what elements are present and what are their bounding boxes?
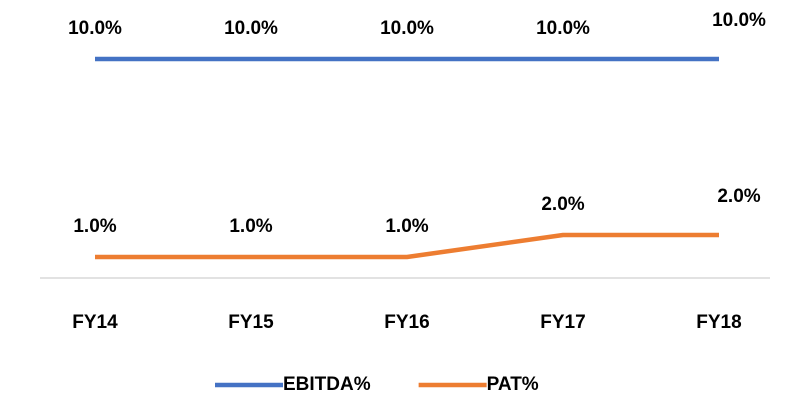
data-label: 10.0% — [712, 10, 766, 31]
data-label: 10.0% — [224, 18, 278, 39]
data-label: 1.0% — [385, 216, 428, 237]
data-label: 1.0% — [73, 216, 116, 237]
series-line — [95, 232, 719, 260]
data-label: 10.0% — [68, 18, 122, 39]
x-tick-label: FY18 — [696, 312, 741, 333]
x-tick-label: FY14 — [72, 312, 118, 333]
data-label: 2.0% — [541, 194, 584, 215]
legend-label: PAT% — [487, 374, 539, 395]
legend-label: EBITDA% — [283, 374, 371, 395]
data-label: 10.0% — [380, 18, 434, 39]
x-tick-label: FY15 — [228, 312, 274, 333]
x-tick-label: FY16 — [384, 312, 429, 333]
x-tick-label: FY17 — [540, 312, 585, 333]
data-label: 2.0% — [717, 186, 760, 207]
data-label: 10.0% — [536, 18, 590, 39]
data-label: 1.0% — [229, 216, 272, 237]
